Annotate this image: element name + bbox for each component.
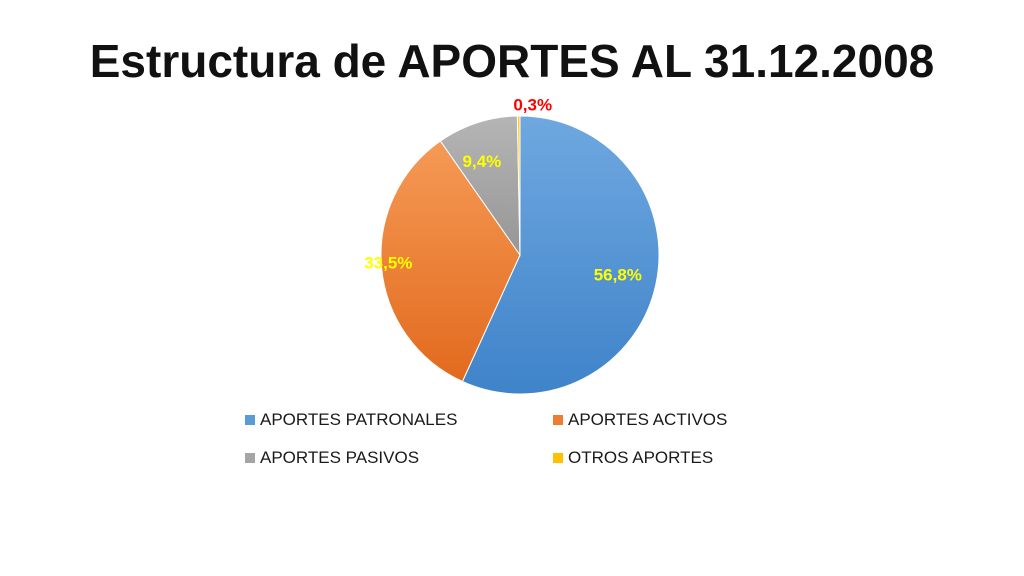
legend-item-aportes-patronales: APORTES PATRONALES: [245, 408, 553, 432]
legend-item-aportes-pasivos: APORTES PASIVOS: [245, 446, 553, 470]
legend-label: APORTES ACTIVOS: [568, 410, 728, 429]
data-label-aportes-activos: 33,5%: [364, 254, 412, 273]
legend-item-otros-aportes: OTROS APORTES: [553, 446, 805, 470]
legend-swatch: [553, 453, 563, 463]
legend-swatch: [245, 453, 255, 463]
chart-title: Estructura de APORTES AL 31.12.2008: [89, 35, 935, 87]
legend-label: APORTES PATRONALES: [260, 410, 458, 429]
legend-item-aportes-activos: APORTES ACTIVOS: [553, 408, 805, 432]
data-label-otros-aportes: 0,3%: [513, 95, 552, 114]
pie-slice-aportes-activos: [380, 140, 521, 383]
data-label-aportes-pasivos: 9,4%: [463, 152, 502, 171]
pie-slice-aportes-pasivos: [439, 115, 521, 257]
legend-label: APORTES PASIVOS: [260, 448, 420, 467]
legend: APORTES PATRONALES APORTES ACTIVOS APORT…: [245, 408, 805, 470]
pie-data-labels: 56,8% 33,5% 9,4% 0,3%: [364, 95, 642, 284]
pie-slice-otros-aportes: [516, 115, 521, 256]
data-label-aportes-patronales: 56,8%: [594, 266, 642, 285]
legend-swatch: [245, 415, 255, 425]
legend-label: OTROS APORTES: [568, 448, 714, 467]
legend-swatch: [553, 415, 563, 425]
pie-slice-aportes-patronales: [461, 115, 660, 395]
pie-slices: [380, 115, 660, 395]
